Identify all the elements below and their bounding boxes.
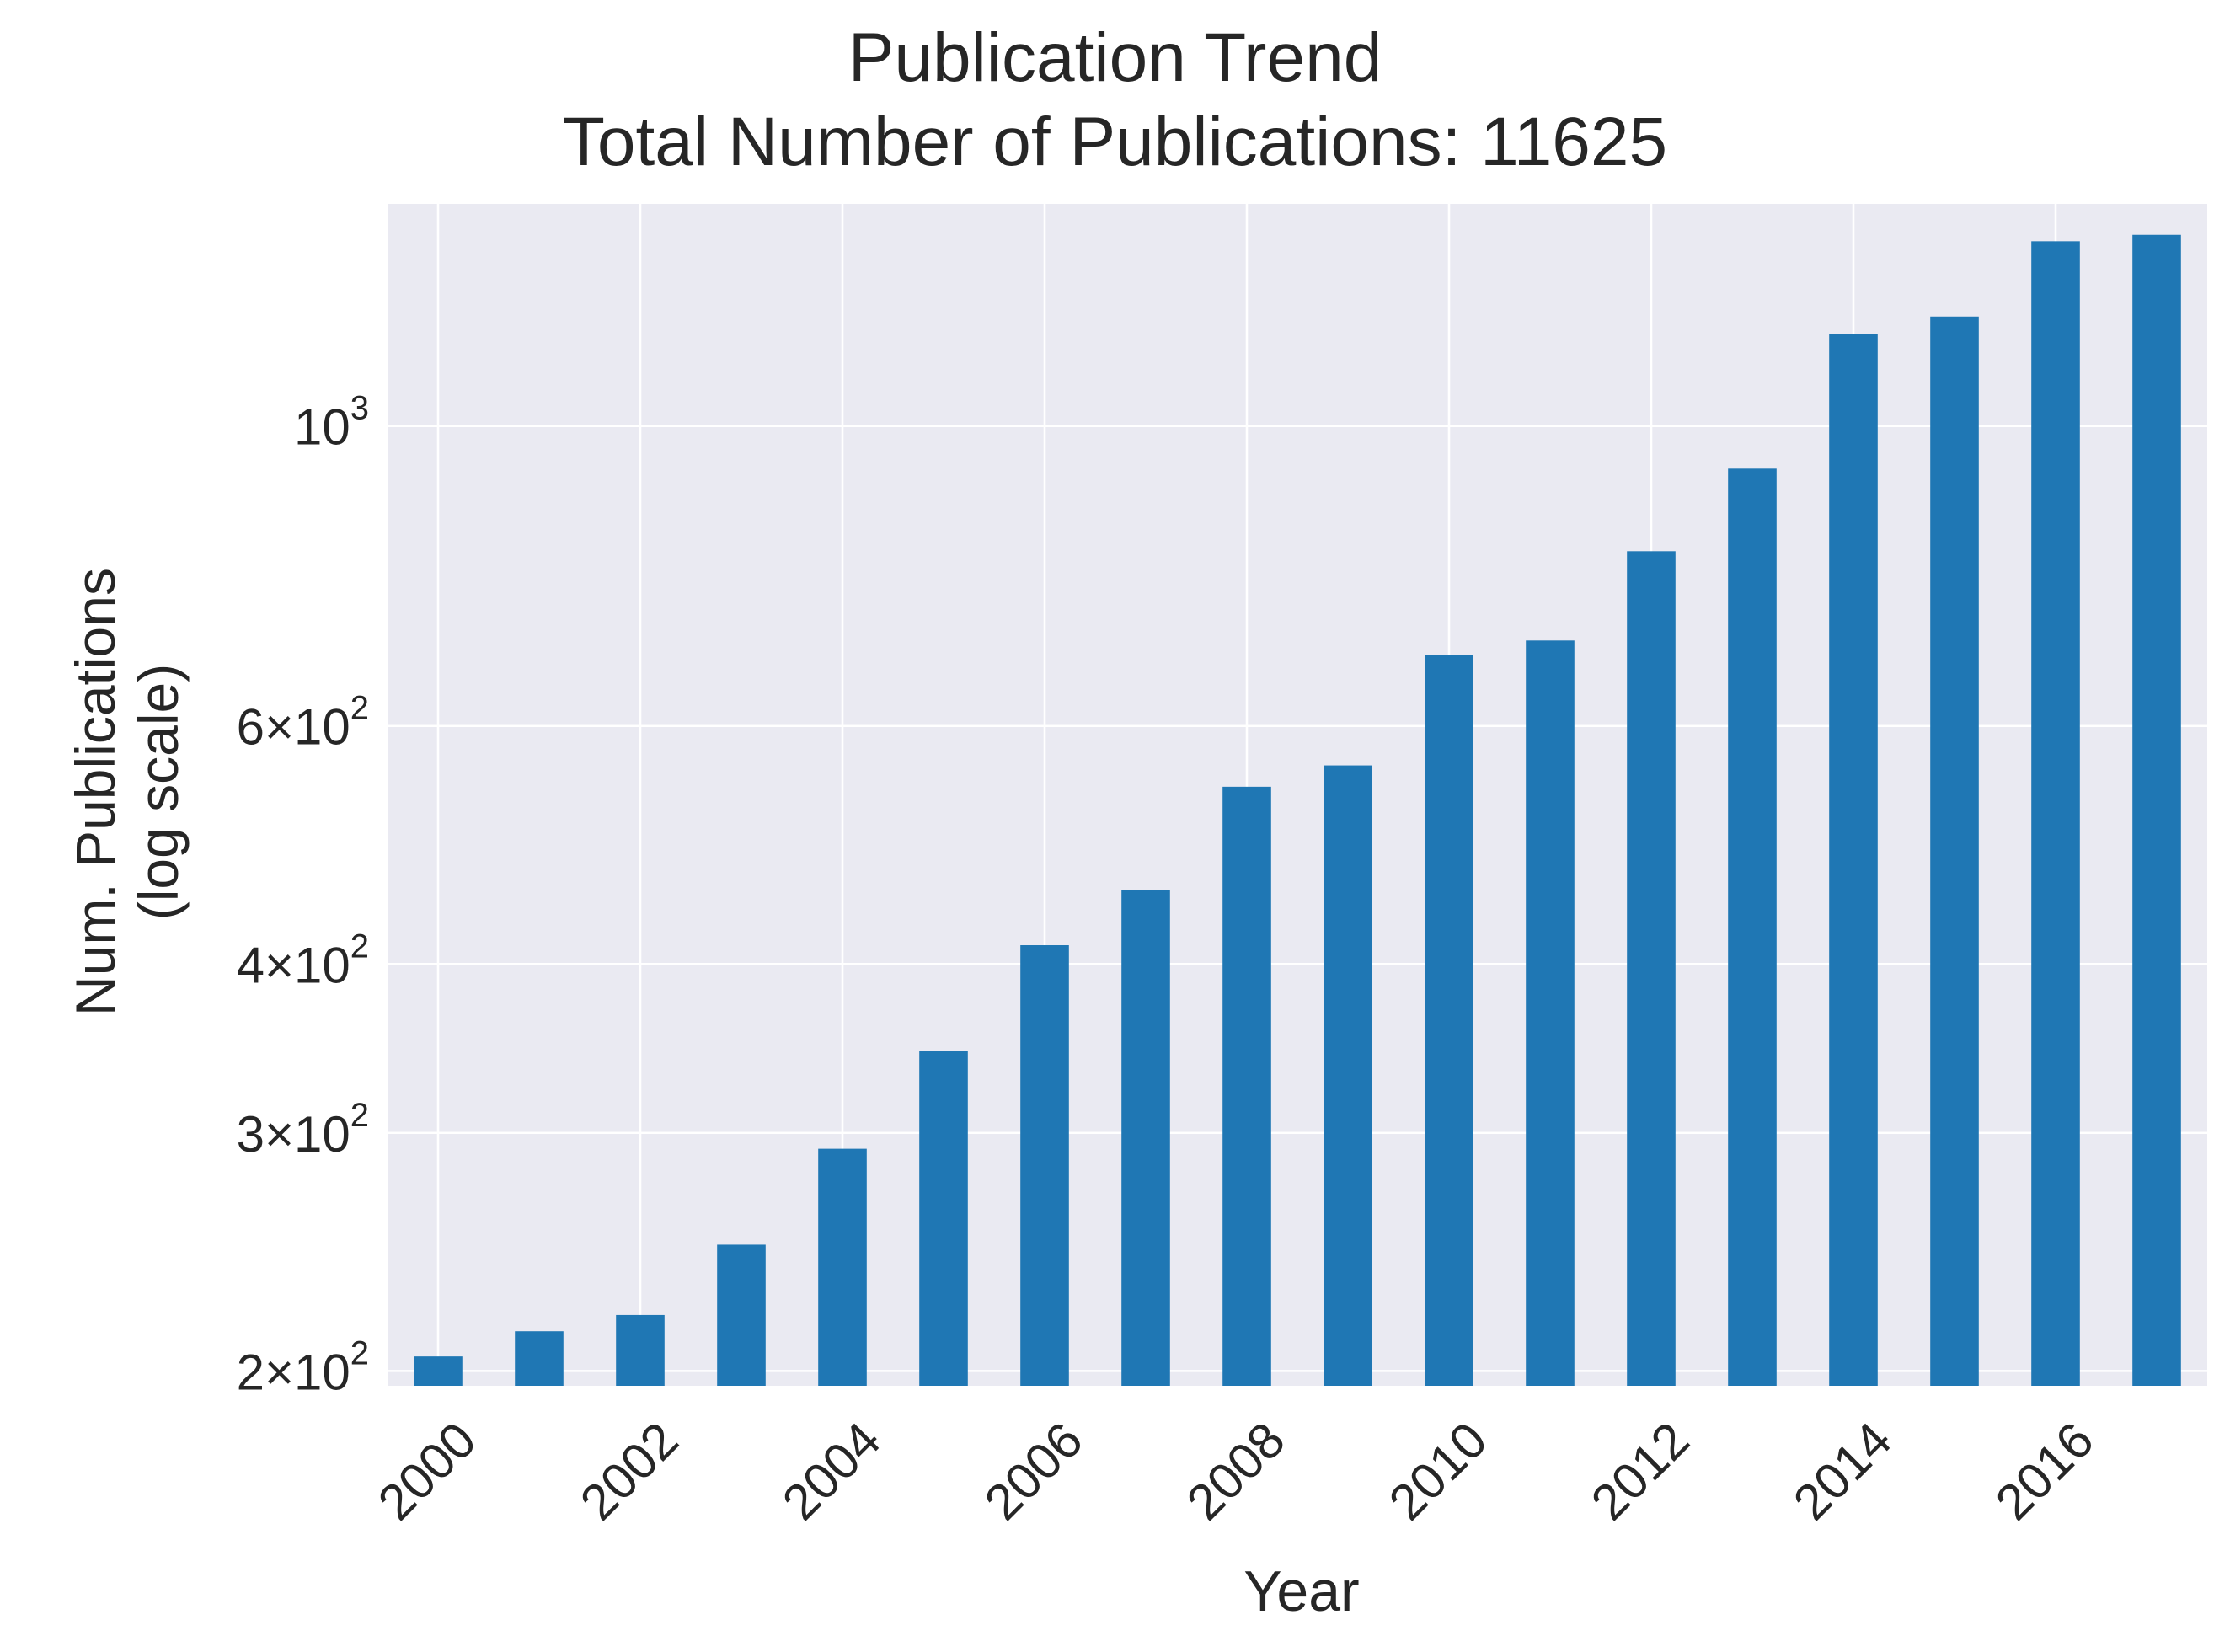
x-tick-label-2010: 2010	[1378, 1411, 1498, 1531]
chart-title: Publication Trend	[848, 19, 1382, 96]
y-tick-label-200: 2×102	[237, 1334, 369, 1400]
y-tick-labels: 2×102 3×102 4×102 6×102 103	[237, 390, 369, 1401]
x-tick-label-2008: 2008	[1176, 1411, 1296, 1531]
bar-2013	[1728, 468, 1777, 1386]
x-tick-label-2016: 2016	[1985, 1411, 2104, 1531]
bar-2012	[1627, 551, 1676, 1386]
bar-2017	[2132, 234, 2181, 1387]
bars	[414, 234, 2181, 1387]
chart-subtitle: Total Number of Publications: 11625	[562, 104, 1668, 180]
y-tick-label-1000: 103	[294, 390, 369, 456]
bar-2008	[1222, 786, 1271, 1386]
bar-2011	[1526, 640, 1575, 1386]
x-tick-label-2006: 2006	[974, 1411, 1094, 1531]
x-tick-label-2012: 2012	[1580, 1411, 1700, 1531]
bar-2006	[1020, 945, 1069, 1386]
bar-2009	[1324, 765, 1372, 1386]
bar-2002	[616, 1314, 665, 1386]
x-tick-label-2000: 2000	[367, 1411, 487, 1531]
x-tick-label-2014: 2014	[1783, 1411, 1902, 1531]
bar-2015	[1930, 316, 1979, 1386]
bar-2004	[818, 1148, 867, 1386]
y-tick-label-300: 3×102	[237, 1097, 369, 1163]
y-tick-label-400: 4×102	[237, 928, 369, 993]
x-tick-label-2004: 2004	[772, 1411, 891, 1531]
bar-2007	[1121, 890, 1170, 1386]
plot-area	[388, 204, 2207, 1386]
bar-2014	[1829, 334, 1878, 1386]
x-tick-labels: 2000 2002 2004 2006 2008 2010 2012 2014 2016	[367, 1411, 2104, 1531]
bar-2003	[717, 1244, 766, 1386]
bar-2016	[2031, 241, 2080, 1386]
bar-2000	[414, 1356, 463, 1386]
x-axis-label: Year	[1243, 1559, 1360, 1623]
bar-2010	[1425, 655, 1473, 1386]
x-tick-label-2002: 2002	[570, 1411, 689, 1531]
bar-2005	[919, 1051, 968, 1386]
bar-2001	[515, 1331, 564, 1386]
y-tick-label-600: 6×102	[237, 690, 369, 756]
